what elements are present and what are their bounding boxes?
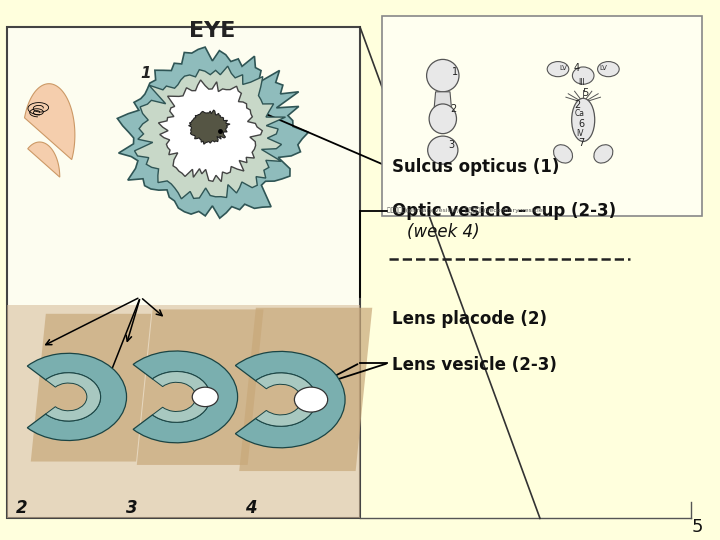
Text: 4: 4 <box>574 63 580 73</box>
Polygon shape <box>117 47 308 218</box>
Text: LV: LV <box>599 65 607 71</box>
Text: Lens placode (2): Lens placode (2) <box>392 309 547 328</box>
Polygon shape <box>158 80 262 181</box>
Text: 2: 2 <box>16 499 27 517</box>
Wedge shape <box>256 373 316 426</box>
Circle shape <box>294 387 328 412</box>
Text: 7: 7 <box>578 138 585 148</box>
Ellipse shape <box>429 104 456 134</box>
Ellipse shape <box>572 98 595 141</box>
Text: 3: 3 <box>126 499 138 517</box>
Bar <box>7 305 360 518</box>
Text: 3: 3 <box>448 140 454 151</box>
Ellipse shape <box>554 145 572 163</box>
Text: 1: 1 <box>452 66 459 77</box>
Bar <box>7 27 360 518</box>
Bar <box>382 16 702 216</box>
Ellipse shape <box>598 62 619 77</box>
Text: 2: 2 <box>450 104 456 114</box>
Text: LV: LV <box>559 65 567 71</box>
Text: Sulcus opticus (1): Sulcus opticus (1) <box>392 158 559 177</box>
Text: 4: 4 <box>245 499 256 517</box>
Ellipse shape <box>426 59 459 92</box>
Text: 5: 5 <box>582 87 589 98</box>
Text: 일차성소포(primary vesicle)   이차성소포(secondary vesicle): 일차성소포(primary vesicle) 이차성소포(secondary v… <box>387 207 544 213</box>
Text: Lens vesicle (2-3): Lens vesicle (2-3) <box>392 355 557 374</box>
Circle shape <box>192 387 218 407</box>
Wedge shape <box>235 352 345 448</box>
Polygon shape <box>239 308 372 471</box>
Polygon shape <box>24 84 75 160</box>
Wedge shape <box>133 351 238 443</box>
Polygon shape <box>31 314 151 462</box>
Text: 5: 5 <box>691 517 703 536</box>
Wedge shape <box>27 353 127 441</box>
Polygon shape <box>135 66 285 199</box>
Polygon shape <box>28 142 60 177</box>
Polygon shape <box>434 92 451 108</box>
Ellipse shape <box>594 145 613 163</box>
Text: 1: 1 <box>140 66 151 82</box>
Text: (week 4): (week 4) <box>407 223 480 241</box>
Wedge shape <box>45 373 101 421</box>
Polygon shape <box>137 309 264 465</box>
Polygon shape <box>189 110 230 144</box>
Wedge shape <box>153 372 210 422</box>
Text: 6: 6 <box>578 119 585 129</box>
Text: IV: IV <box>576 129 583 138</box>
Ellipse shape <box>428 136 458 164</box>
Ellipse shape <box>547 62 569 77</box>
Ellipse shape <box>572 67 594 84</box>
Text: EYE: EYE <box>189 21 235 40</box>
Text: III: III <box>578 78 585 87</box>
Text: Ca: Ca <box>575 109 585 118</box>
Text: 2: 2 <box>574 100 580 110</box>
Text: Optic vesicle – cup (2-3): Optic vesicle – cup (2-3) <box>392 201 616 220</box>
